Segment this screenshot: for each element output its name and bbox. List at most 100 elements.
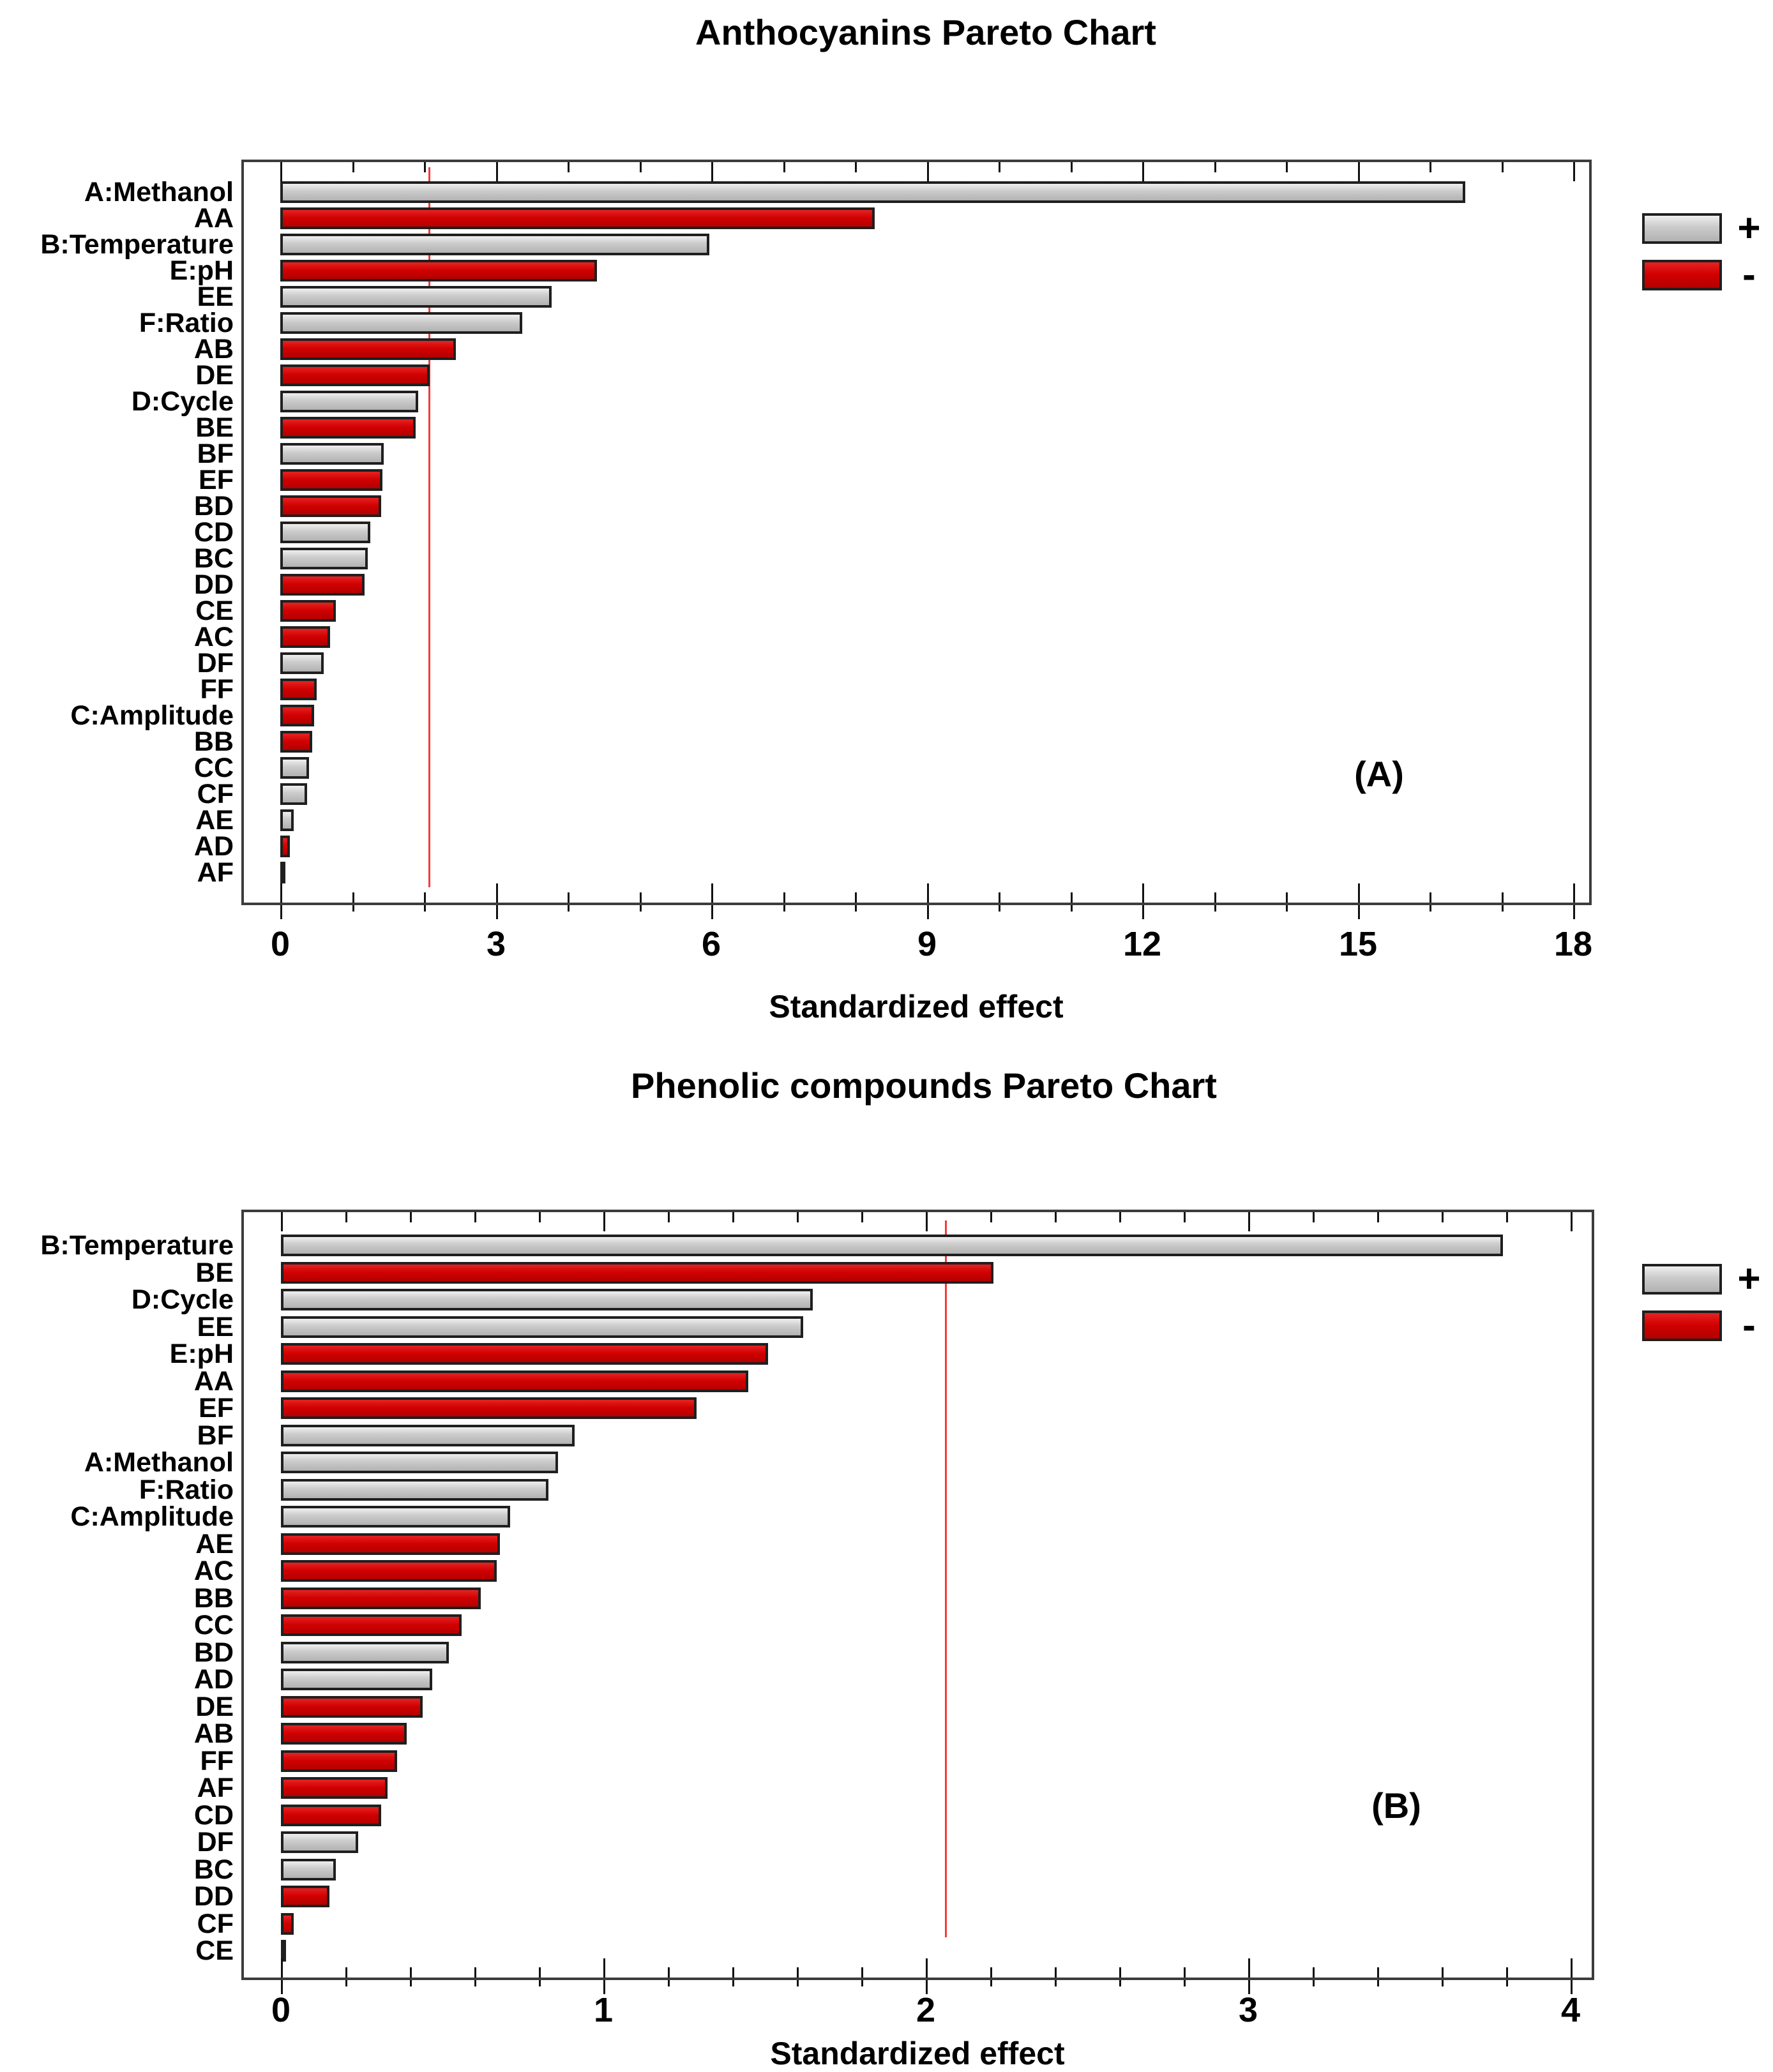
- bar-label: A:Methanol: [84, 1447, 234, 1478]
- x-axis-tick: [281, 1212, 283, 1231]
- x-axis-tick: [927, 162, 929, 181]
- x-axis-tick: [1055, 1212, 1057, 1222]
- bar-bf: [280, 443, 384, 465]
- x-axis-tick: [1142, 162, 1144, 181]
- x-axis-tick: [1248, 1958, 1250, 1978]
- x-axis-tick-label: 12: [1122, 925, 1162, 963]
- x-axis-tick: [474, 1967, 476, 1978]
- legend-row-negative: -: [1642, 1306, 1773, 1346]
- x-axis-tick-label: 18: [1553, 925, 1593, 963]
- bar-af: [280, 862, 285, 883]
- x-axis-tick: [496, 905, 498, 919]
- bar-d-cycle: [280, 391, 418, 412]
- x-axis-tick: [345, 1967, 347, 1978]
- x-axis-tick: [668, 1212, 670, 1222]
- bar-df: [280, 652, 324, 674]
- chart-b-x-axis-title: Standardized effect: [770, 2036, 1065, 2071]
- bar-cc: [281, 1614, 462, 1636]
- x-axis-tick: [474, 1212, 476, 1222]
- bar-label: C:Amplitude: [70, 700, 234, 731]
- x-axis-tick: [1119, 1212, 1121, 1222]
- bar-label: AA: [193, 1366, 234, 1397]
- x-axis-tick: [1071, 905, 1073, 912]
- x-axis-tick: [711, 162, 713, 181]
- bar-a-methanol: [280, 181, 1465, 203]
- x-axis-tick: [1142, 883, 1144, 903]
- bar-bc: [281, 1859, 336, 1881]
- bar-cf: [280, 783, 307, 805]
- x-axis-tick: [783, 892, 785, 903]
- x-axis-tick: [568, 162, 570, 172]
- x-axis-tick: [1502, 905, 1504, 912]
- bar-label: AC: [193, 1556, 234, 1586]
- x-axis-tick-label: 0: [271, 1991, 291, 2029]
- bar-e-ph: [281, 1343, 768, 1365]
- x-axis-tick: [352, 905, 354, 912]
- x-axis-tick: [1214, 892, 1216, 903]
- x-axis-tick: [1119, 1980, 1121, 1986]
- x-axis-tick: [281, 1958, 283, 1978]
- x-axis-tick: [861, 1212, 863, 1222]
- x-axis-tick-label: 1: [593, 1991, 614, 2029]
- x-axis-tick: [1142, 905, 1144, 919]
- x-axis-tick: [410, 1212, 412, 1222]
- x-axis-tick: [1055, 1967, 1057, 1978]
- x-axis-tick-label: 2: [916, 1991, 936, 2029]
- x-axis-tick: [1286, 905, 1288, 912]
- x-axis-tick: [1442, 1212, 1444, 1222]
- x-axis-tick: [1442, 1980, 1444, 1986]
- bar-aa: [281, 1370, 748, 1392]
- x-axis-tick: [640, 905, 642, 912]
- bar-label: EF: [199, 1393, 234, 1423]
- x-axis-tick: [1506, 1212, 1508, 1222]
- x-axis-tick: [1313, 1967, 1315, 1978]
- chart-a-panel-label: (A): [1354, 754, 1404, 794]
- x-axis-tick: [410, 1967, 412, 1978]
- bar-af: [281, 1777, 388, 1799]
- x-axis-tick: [926, 1212, 928, 1231]
- x-axis-tick: [1071, 892, 1073, 903]
- x-axis-tick: [568, 905, 570, 912]
- bar-label: BF: [197, 439, 234, 469]
- bar-aa: [280, 207, 875, 229]
- legend-row-positive: +: [1642, 209, 1773, 248]
- bar-label: DE: [195, 360, 234, 391]
- bar-bb: [281, 1588, 481, 1609]
- reference-line: [428, 167, 430, 887]
- chart-a-legend: + -: [1642, 209, 1773, 306]
- x-axis-tick: [1502, 162, 1504, 172]
- x-axis-tick: [926, 1958, 928, 1978]
- bar-label: CF: [197, 1909, 234, 1939]
- x-axis-tick: [424, 905, 426, 912]
- x-axis-tick: [1430, 892, 1431, 903]
- x-axis-tick: [640, 892, 642, 903]
- x-axis-tick: [1184, 1980, 1186, 1986]
- x-axis-tick: [1055, 1980, 1057, 1986]
- bar-label: AB: [193, 1718, 234, 1749]
- bar-label: A:Methanol: [84, 177, 234, 207]
- x-axis-tick: [1377, 1212, 1379, 1222]
- bar-dd: [281, 1886, 329, 1907]
- bar-label: CE: [195, 1935, 234, 1966]
- plus-symbol: +: [1737, 1257, 1761, 1301]
- x-axis-tick: [711, 883, 713, 903]
- bar-label: EE: [197, 282, 234, 312]
- x-axis-tick: [1214, 162, 1216, 172]
- bar-label: BE: [195, 412, 234, 443]
- bar-dd: [280, 574, 365, 596]
- x-axis-tick: [1214, 905, 1216, 912]
- x-axis-tick: [711, 905, 713, 919]
- x-axis-tick: [797, 1967, 799, 1978]
- bar-ef: [281, 1397, 697, 1419]
- negative-swatch-icon: [1642, 260, 1722, 290]
- bar-label: BB: [193, 726, 234, 757]
- bar-label: B:Temperature: [40, 1230, 234, 1261]
- bar-label: CE: [195, 596, 234, 626]
- bar-a-methanol: [281, 1452, 558, 1473]
- bar-ef: [280, 469, 382, 491]
- bar-label: AD: [193, 831, 234, 862]
- x-axis-tick-label: 15: [1338, 925, 1378, 963]
- bar-label: E:pH: [169, 255, 234, 286]
- x-axis-tick: [990, 1212, 992, 1222]
- x-axis-tick: [1248, 1212, 1250, 1231]
